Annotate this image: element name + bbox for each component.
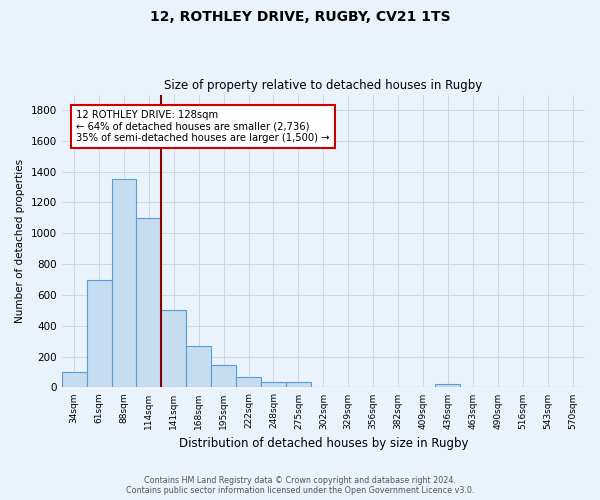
Bar	[460, 386, 485, 388]
Bar	[261, 382, 286, 388]
Bar	[436, 384, 460, 388]
Bar	[161, 310, 186, 388]
Bar	[186, 346, 211, 388]
Text: 12, ROTHLEY DRIVE, RUGBY, CV21 1TS: 12, ROTHLEY DRIVE, RUGBY, CV21 1TS	[149, 10, 451, 24]
Bar	[62, 372, 86, 388]
Bar	[336, 386, 361, 388]
Bar	[211, 366, 236, 388]
X-axis label: Distribution of detached houses by size in Rugby: Distribution of detached houses by size …	[179, 437, 468, 450]
Text: 12 ROTHLEY DRIVE: 128sqm
← 64% of detached houses are smaller (2,736)
35% of sem: 12 ROTHLEY DRIVE: 128sqm ← 64% of detach…	[76, 110, 329, 143]
Bar	[410, 386, 436, 388]
Bar	[311, 386, 336, 388]
Bar	[386, 386, 410, 388]
Title: Size of property relative to detached houses in Rugby: Size of property relative to detached ho…	[164, 79, 482, 92]
Y-axis label: Number of detached properties: Number of detached properties	[15, 159, 25, 323]
Bar	[361, 386, 386, 388]
Text: Contains HM Land Registry data © Crown copyright and database right 2024.
Contai: Contains HM Land Registry data © Crown c…	[126, 476, 474, 495]
Bar	[236, 376, 261, 388]
Bar	[286, 382, 311, 388]
Bar	[112, 180, 136, 388]
Bar	[136, 218, 161, 388]
Bar	[86, 280, 112, 388]
